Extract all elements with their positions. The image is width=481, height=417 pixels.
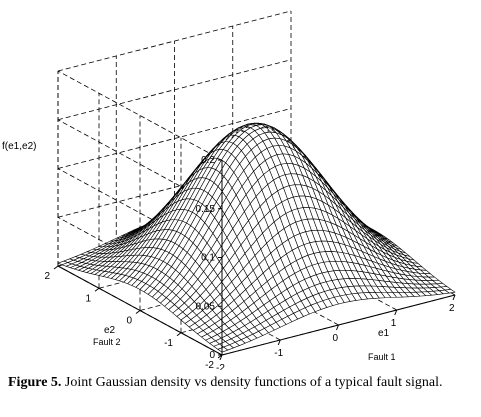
y-tick-mark bbox=[176, 332, 182, 337]
figure-caption: Figure 5. Joint Gaussian density vs dens… bbox=[8, 374, 476, 391]
x-tick-mark bbox=[336, 324, 339, 331]
z-tick-label: 0.15 bbox=[196, 204, 216, 215]
y-tick-label: -1 bbox=[164, 338, 173, 349]
x-tick-mark bbox=[277, 339, 281, 346]
y-axis-sublabel: Fault 2 bbox=[93, 337, 121, 347]
y-tick-mark bbox=[135, 310, 141, 314]
x-tick-label: 0 bbox=[333, 333, 339, 344]
x-tick-mark bbox=[394, 309, 398, 316]
caption-label: Figure 5. bbox=[8, 375, 62, 390]
y-tick-label: 1 bbox=[85, 293, 91, 304]
z-axis-label: f(e1,e2) bbox=[2, 141, 36, 152]
surface-cell bbox=[444, 289, 456, 294]
y-tick-mark bbox=[53, 265, 59, 270]
y-tick-mark bbox=[217, 354, 223, 359]
surface-plot: 0 0.05 0.1 0.15 0.2 -2 -1 0 1 2 -2 -1 0 1 2 f(e1,e2) e… bbox=[2, 10, 456, 370]
z-tick-label: 0 bbox=[209, 350, 215, 361]
z-tick-label: 0.2 bbox=[201, 155, 215, 166]
x-tick-label: 1 bbox=[391, 318, 397, 329]
grid-line-wall-left bbox=[57, 70, 223, 161]
x-axis-label: e1 bbox=[378, 328, 390, 339]
caption-text: Joint Gaussian density vs density functi… bbox=[64, 375, 443, 390]
grid-line-wall-left bbox=[57, 168, 223, 258]
x-tick-mark bbox=[452, 294, 456, 301]
y-tick-label: -2 bbox=[205, 360, 214, 370]
y-axis-label: e2 bbox=[104, 325, 116, 336]
x-tick-label: -1 bbox=[274, 348, 283, 359]
x-tick-label: -2 bbox=[216, 363, 225, 370]
surface-mesh bbox=[57, 122, 456, 353]
y-tick-label: 2 bbox=[44, 271, 50, 282]
z-tick-label: 0.1 bbox=[201, 253, 215, 264]
y-tick-mark bbox=[94, 287, 100, 292]
grid-line-wall-left bbox=[57, 216, 223, 307]
x-axis-sublabel: Fault 1 bbox=[368, 352, 396, 362]
axes: 0 0.05 0.1 0.15 0.2 -2 -1 0 1 2 -2 -1 0 1 2 bbox=[44, 155, 456, 370]
z-tick-label: 0.05 bbox=[196, 301, 216, 312]
y-tick-label: 0 bbox=[126, 316, 132, 327]
x-tick-label: 2 bbox=[449, 303, 455, 314]
grid-line-wall-left bbox=[57, 119, 223, 210]
